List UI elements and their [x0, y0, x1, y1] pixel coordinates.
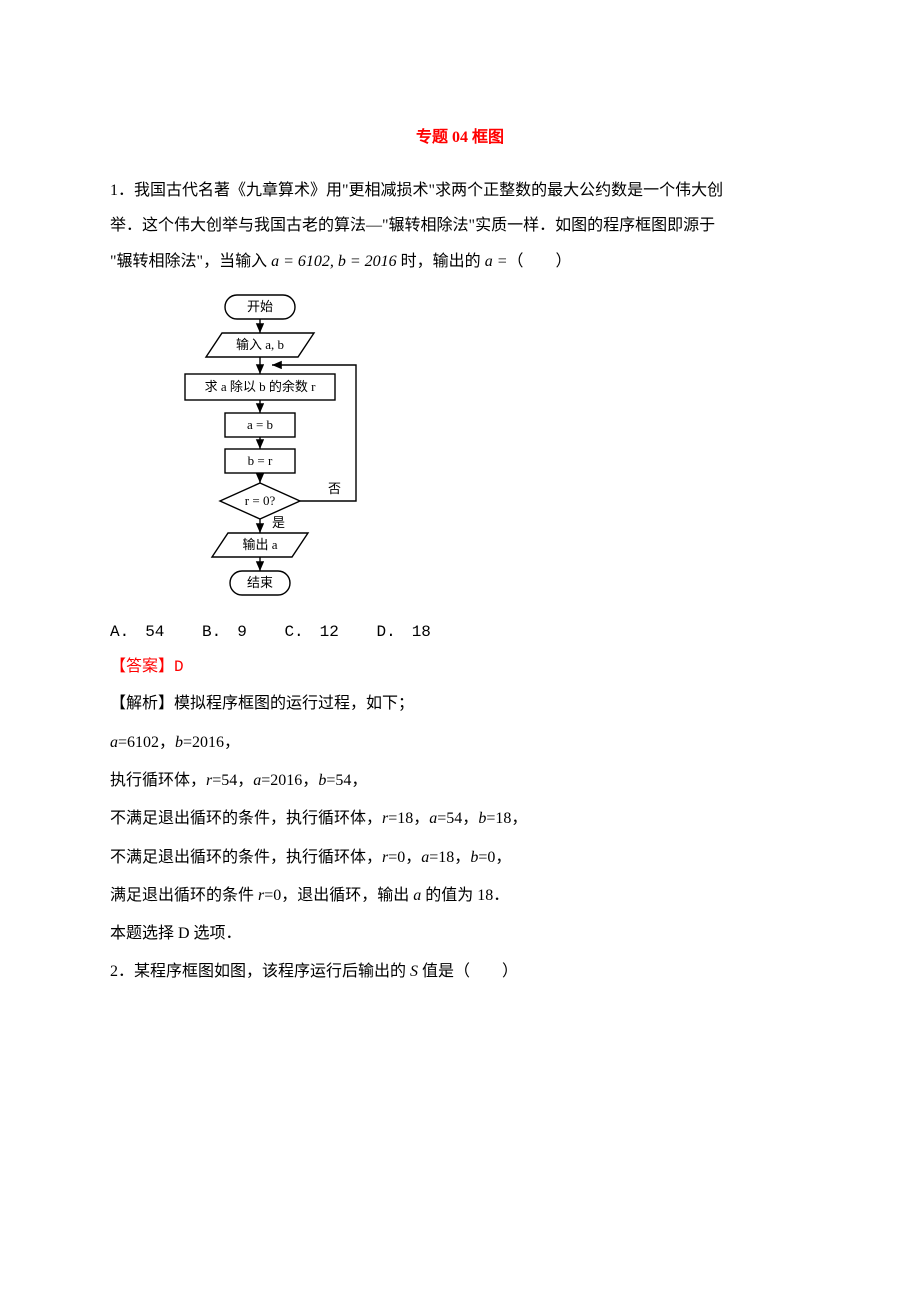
q1-line3d: （ ） — [507, 253, 571, 270]
expl-l4: 不满足退出循环的条件，执行循环体，r=18，a=54，b=18， — [110, 800, 810, 838]
q1-flowchart: 是 否 开始输入 a, b 求 a 除以 b 的余数 r a = b b = r r = 0… — [130, 289, 390, 609]
svg-text:是: 是 — [272, 515, 285, 530]
q1-stem: 1．我国古代名著《九章算术》用"更相减损术"求两个正整数的最大公约数是一个伟大创… — [110, 173, 810, 279]
title-prefix: 专题 — [416, 129, 448, 146]
expl-l3: 执行循环体，r=54，a=2016，b=54， — [110, 762, 810, 800]
svg-text:b = r: b = r — [248, 453, 273, 468]
q1-options: A. 54 B. 9 C. 12 D. 18 — [110, 615, 810, 650]
svg-text:输出 a: 输出 a — [242, 537, 277, 552]
q1-line3b: 时，输出的 — [397, 253, 485, 270]
q1-explanation: 【解析】模拟程序框图的运行过程，如下； a=6102，b=2016， 执行循环体… — [110, 685, 810, 954]
answer-label: 【答案】 — [110, 658, 174, 676]
q1-option-d: D. 18 — [376, 623, 430, 641]
svg-text:结束: 结束 — [247, 575, 273, 590]
q1-option-c: C. 12 — [284, 623, 338, 641]
expl-l5: 不满足退出循环的条件，执行循环体，r=0，a=18，b=0， — [110, 839, 810, 877]
title-suffix: 框图 — [472, 129, 504, 146]
q1-option-b: B. 9 — [202, 623, 247, 641]
svg-text:r = 0?: r = 0? — [245, 493, 276, 508]
q1-answer: 【答案】D — [110, 650, 810, 685]
q1-line3a: "辗转相除法"，当输入 — [110, 253, 271, 270]
q1-option-a: A. 54 — [110, 623, 164, 641]
q1-line1: 1．我国古代名著《九章算术》用"更相减损术"求两个正整数的最大公约数是一个伟大创 — [110, 182, 723, 199]
answer-value: D — [174, 658, 184, 676]
q2-s: S — [410, 963, 418, 980]
q2-stem: 2．某程序框图如图，该程序运行后输出的 S 值是（ ） — [110, 954, 810, 989]
expl-l2: a=6102，b=2016， — [110, 724, 810, 762]
expl-l7: 本题选择 D 选项． — [110, 915, 810, 953]
title-number: 04 — [448, 129, 472, 146]
q2-a: 2．某程序框图如图，该程序运行后输出的 — [110, 963, 410, 980]
q1-flowchart-wrap: 是 否 开始输入 a, b 求 a 除以 b 的余数 r a = b b = r r = 0… — [130, 289, 810, 609]
q2-b: 值是（ ） — [418, 963, 518, 980]
svg-text:a = b: a = b — [247, 417, 273, 432]
page-title: 专题 04 框图 — [110, 120, 810, 155]
svg-text:求 a 除以 b 的余数 r: 求 a 除以 b 的余数 r — [205, 379, 317, 394]
expl-l1: 【解析】模拟程序框图的运行过程，如下； — [110, 685, 810, 723]
svg-text:开始: 开始 — [247, 299, 273, 314]
svg-text:输入 a, b: 输入 a, b — [236, 337, 284, 352]
svg-text:否: 否 — [328, 481, 341, 496]
q1-line3-math: a = 6102, b = 2016 — [271, 253, 397, 270]
q1-line2: 举．这个伟大创举与我国古老的算法—"辗转相除法"实质一样．如图的程序框图即源于 — [110, 217, 715, 234]
expl-l6: 满足退出循环的条件 r=0，退出循环，输出 a 的值为 18． — [110, 877, 810, 915]
q1-line3c: a = — [485, 253, 508, 270]
